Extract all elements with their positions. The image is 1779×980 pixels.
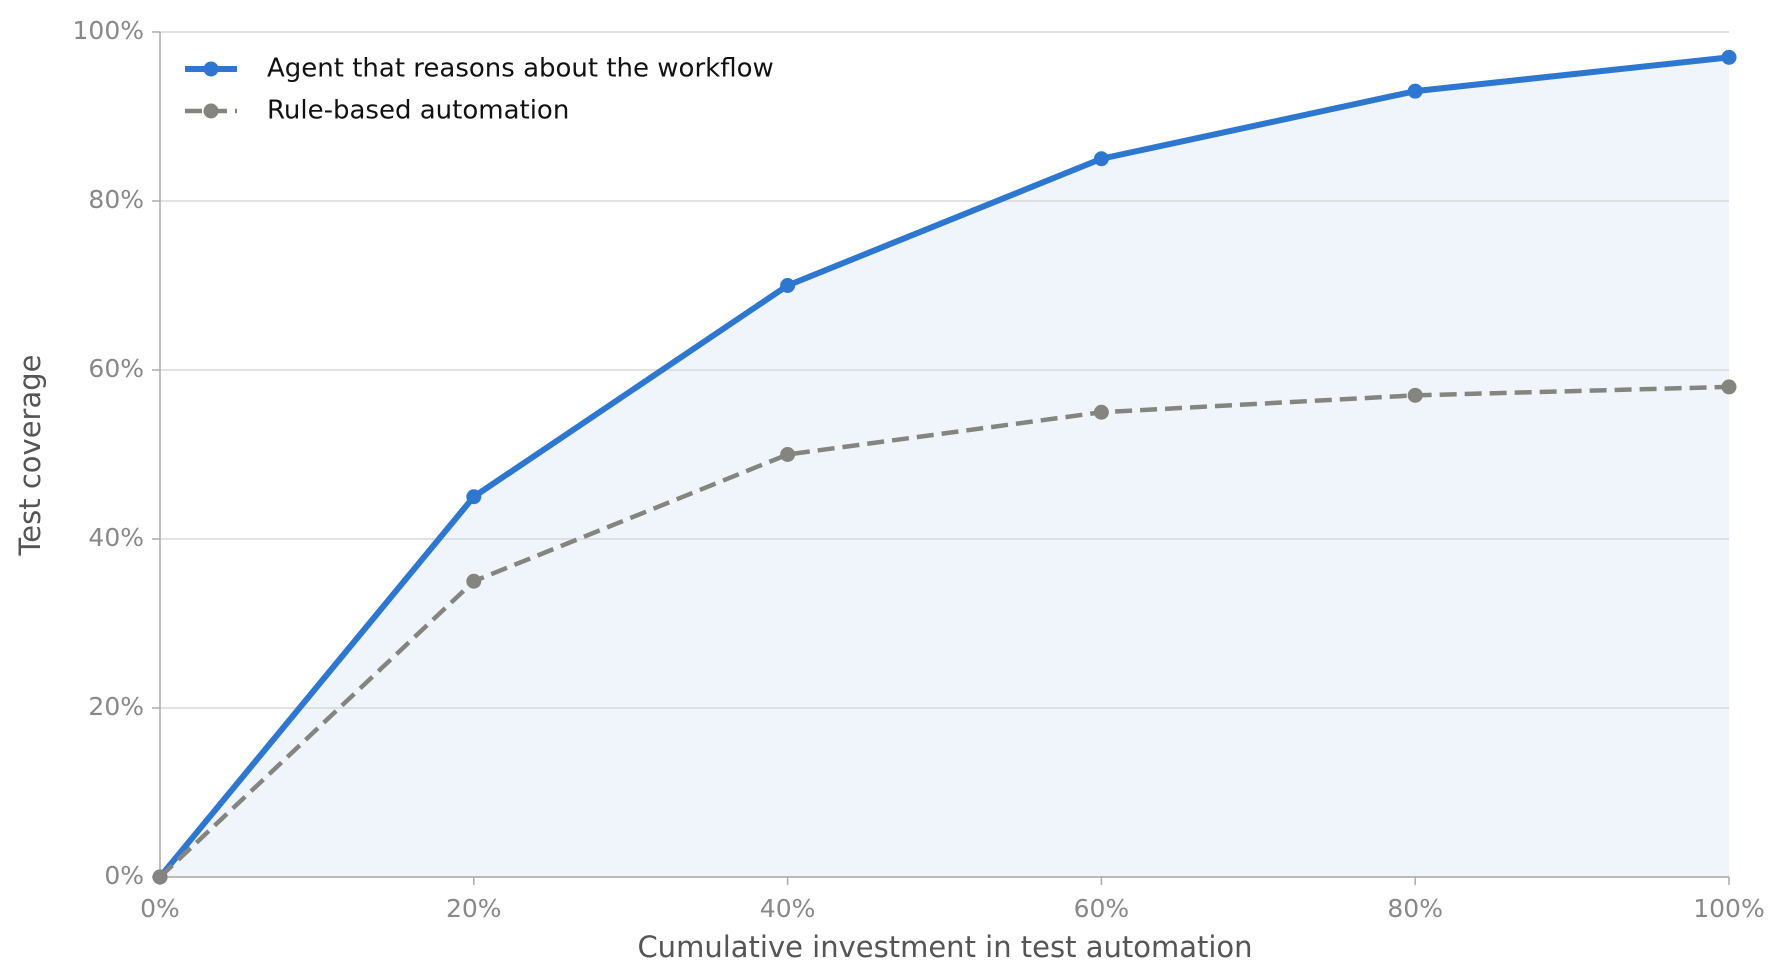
y-tick-label: 20% <box>88 692 144 721</box>
y-tick-label: 80% <box>88 185 144 214</box>
legend-label: Agent that reasons about the workflow <box>267 54 774 84</box>
x-tick-label: 40% <box>760 894 816 923</box>
y-tick-label: 40% <box>88 523 144 552</box>
marker <box>1721 379 1737 395</box>
marker <box>1407 387 1423 403</box>
marker <box>466 489 482 505</box>
y-tick-label: 100% <box>73 16 144 45</box>
y-axis-label: Test coverage <box>13 355 47 557</box>
x-tick-label: 80% <box>1387 894 1443 923</box>
area <box>160 57 1729 878</box>
y-tick-label: 60% <box>88 354 144 383</box>
line <box>158 384 1730 879</box>
y-tick-label: 0% <box>104 861 144 890</box>
x-tick-label: 20% <box>446 894 502 923</box>
legend-marker <box>203 103 219 119</box>
marker <box>780 278 796 293</box>
x-axis-label: Cumulative investment in test automation <box>637 930 1252 964</box>
marker <box>1093 151 1109 167</box>
marker <box>1407 83 1423 99</box>
marker <box>1721 49 1737 65</box>
marker <box>780 447 796 462</box>
marker <box>152 869 168 885</box>
x-tick-label: 100% <box>1693 894 1764 923</box>
x-tick-label: 0% <box>140 894 180 923</box>
legend-marker <box>203 61 219 77</box>
marker <box>1093 404 1109 420</box>
line <box>157 54 1730 879</box>
x-tick-label: 60% <box>1074 894 1130 923</box>
marker <box>466 573 482 589</box>
legend-label: Rule-based automation <box>267 96 569 126</box>
